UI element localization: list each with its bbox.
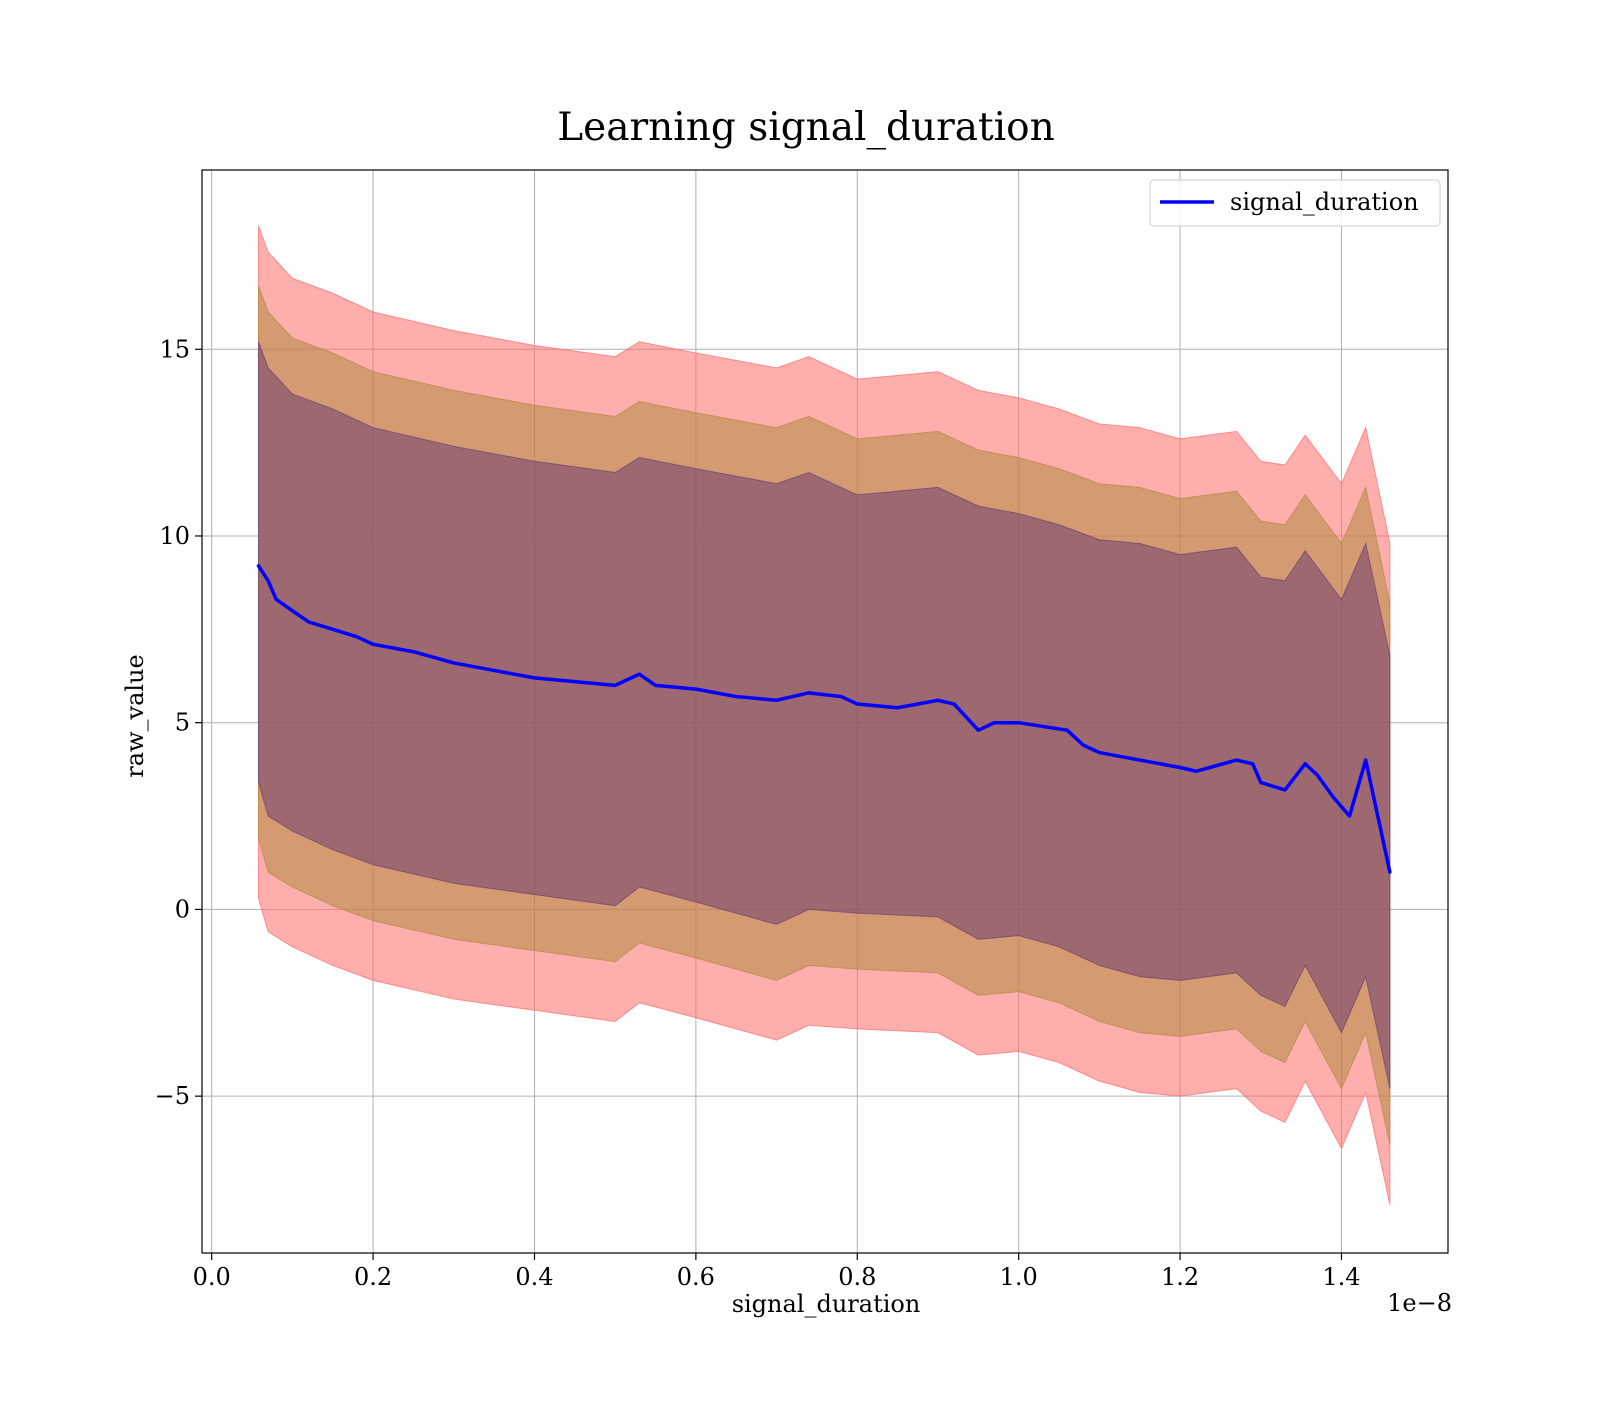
band-inner [257,341,1391,1089]
y-tick-label: −5 [155,1082,190,1110]
y-tick-label: 10 [159,522,190,550]
x-tick-label: 0.4 [515,1263,553,1291]
x-axis-offset-label: 1e−8 [1387,1289,1452,1317]
x-tick-label: 0.6 [677,1263,715,1291]
series-line-signal-duration [256,564,1392,874]
x-tick-label: 0.2 [354,1263,392,1291]
legend-box [1149,179,1441,227]
plot-area-frame [201,169,1449,1254]
chart-title: Learning signal_duration [557,105,1054,150]
y-tick-label: 15 [159,335,190,363]
x-tick-label: 1.4 [1322,1263,1360,1291]
series-lines [256,564,1392,874]
y-tick-label: 5 [175,709,190,737]
x-tick-label: 1.2 [1161,1263,1199,1291]
axis-ticks: 0.0 0.2 0.4 0.6 0.8 1.0 1.2 1.4 −5 0 5 10 15 [155,335,1361,1291]
x-tick-label: 1.0 [1000,1263,1038,1291]
legend: signal_duration [1149,179,1441,227]
x-tick-label: 0.0 [193,1263,231,1291]
legend-label-signal-duration: signal_duration [1230,188,1419,216]
x-tick-label: 0.8 [838,1263,876,1291]
x-axis-label: signal_duration [732,1290,921,1318]
confidence-bands [257,225,1391,1205]
y-axis-label: raw_value [121,654,149,778]
y-tick-label: 0 [175,895,190,923]
